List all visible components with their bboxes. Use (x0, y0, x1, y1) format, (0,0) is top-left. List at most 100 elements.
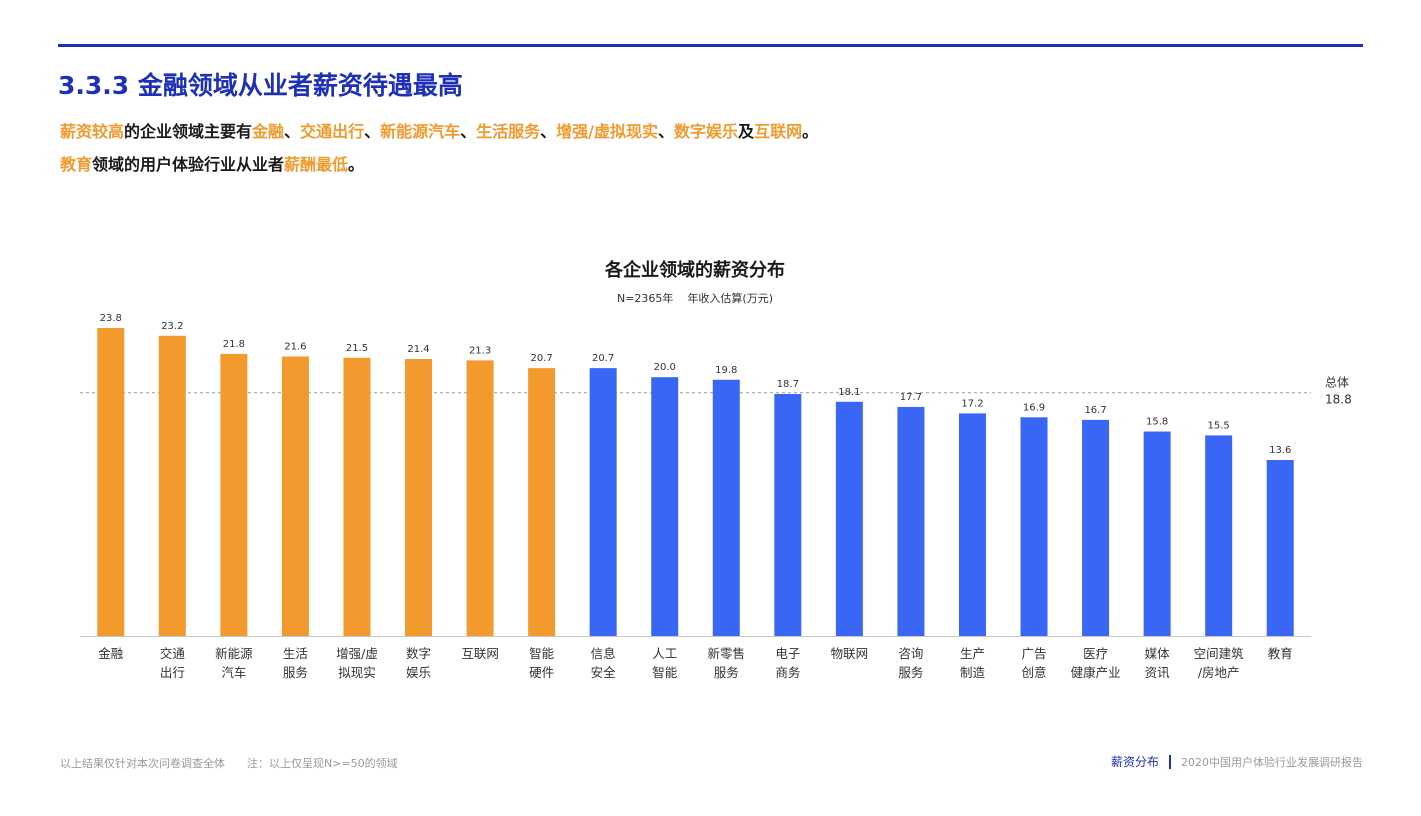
category-label-3-1: 服务 (283, 665, 308, 680)
bar-value-label-1: 23.2 (161, 321, 183, 332)
bar-value-label-4: 21.5 (346, 343, 368, 354)
bar-9 (651, 377, 679, 636)
bar-18 (1205, 435, 1233, 636)
summary-line2-seg-3: 。 (348, 155, 365, 174)
bar-19 (1266, 460, 1294, 636)
bar-value-label-13: 17.7 (900, 392, 922, 403)
category-label-15-0: 广告 (1022, 646, 1047, 661)
bar-13 (897, 406, 925, 636)
bar-15 (1020, 417, 1048, 636)
category-label-4-1: 拟现实 (338, 665, 376, 680)
bar-14 (958, 413, 986, 636)
category-label-14-0: 生产 (960, 646, 985, 661)
bar-1 (158, 335, 186, 636)
footer-separator (1169, 754, 1171, 769)
bar-6 (466, 360, 494, 636)
category-label-11-1: 商务 (775, 665, 800, 680)
summary-line2-seg-1: 领域的用户体验行业从业者 (92, 155, 285, 174)
bar-value-label-17: 15.8 (1146, 417, 1168, 428)
category-label-1-0: 交通 (160, 646, 186, 661)
category-label-3-0: 生活 (283, 646, 308, 661)
category-label-14-1: 制造 (960, 665, 986, 680)
footer-note-filter: 注：以上仅呈现N>=50的领域 (247, 757, 398, 770)
category-label-13-0: 咨询 (898, 646, 923, 661)
bar-value-label-0: 23.8 (100, 313, 122, 324)
category-label-13-1: 服务 (898, 665, 923, 680)
page-title: 3.3.3 金融领域从业者薪资待遇最高 (58, 71, 463, 100)
bar-value-label-15: 16.9 (1023, 402, 1045, 413)
category-label-5-1: 娱乐 (406, 665, 431, 680)
summary-line1-seg-3: 、 (284, 122, 301, 141)
bar-5 (405, 359, 433, 636)
category-label-1-1: 出行 (160, 665, 185, 680)
footer-note-scope: 以上结果仅针对本次问卷调查全体 (60, 757, 225, 770)
category-label-2-1: 汽车 (221, 665, 246, 680)
bar-value-label-5: 21.4 (407, 344, 429, 355)
summary-line1-seg-0: 薪资较高 (60, 122, 125, 141)
chart-subtitle: N=2365年 年收入估算(万元) (0, 290, 1390, 306)
overall-reference-value: 18.8 (1325, 393, 1352, 407)
category-label-2-0: 新能源 (215, 646, 253, 661)
summary-line1-seg-6: 新能源汽车 (380, 122, 461, 141)
category-label-16-1: 健康产业 (1071, 665, 1121, 680)
category-label-4-0: 增强/虚 (336, 646, 378, 661)
category-label-19-0: 教育 (1268, 646, 1293, 661)
summary-line1-seg-1: 的企业领域主要有 (124, 122, 253, 141)
bar-value-label-7: 20.7 (530, 353, 552, 364)
bar-10 (712, 379, 740, 636)
summary-line1-seg-9: 、 (540, 122, 557, 141)
category-label-5-0: 数字 (406, 646, 431, 661)
summary-line1-seg-13: 及 (738, 122, 755, 141)
bar-value-label-3: 21.6 (284, 341, 306, 352)
category-label-17-0: 媒体 (1145, 646, 1171, 661)
summary-line1-seg-10: 增强/虚拟现实 (556, 122, 659, 141)
category-label-10-1: 服务 (714, 665, 739, 680)
top-rule (58, 44, 1363, 47)
summary-line1-seg-15: 。 (802, 122, 819, 141)
category-label-0-0: 金融 (98, 646, 124, 661)
summary-line1-seg-8: 生活服务 (476, 122, 541, 141)
summary-line2-seg-2: 薪酬最低 (284, 155, 349, 174)
bar-value-label-16: 16.7 (1084, 405, 1106, 416)
bar-3 (281, 356, 309, 636)
summary-line1-seg-14: 互联网 (754, 122, 803, 141)
bar-value-label-2: 21.8 (223, 339, 245, 350)
chart-unit: 年收入估算(万元) (687, 292, 774, 305)
category-label-8-1: 安全 (591, 665, 617, 680)
footer-report-info: 薪资分布 2020中国用户体验行业发展调研报告 (1111, 753, 1363, 770)
category-label-8-0: 信息 (591, 646, 616, 661)
footer-section: 薪资分布 (1110, 755, 1159, 769)
bar-value-label-8: 20.7 (592, 353, 614, 364)
category-label-11-0: 电子 (775, 646, 800, 661)
overall-reference-label: 总体 (1325, 376, 1349, 390)
bar-value-label-12: 18.1 (838, 387, 860, 398)
bar-value-label-14: 17.2 (961, 398, 983, 409)
bar-value-label-18: 15.5 (1208, 420, 1230, 431)
category-label-17-1: 资讯 (1145, 665, 1171, 680)
chart-title: 各企业领域的薪资分布 (605, 260, 785, 281)
bar-2 (220, 353, 248, 636)
bar-11 (774, 394, 802, 636)
category-label-10-0: 新零售 (708, 646, 746, 661)
summary-line-1: 薪资较高的企业领域主要有金融、交通出行、新能源汽车、生活服务、增强/虚拟现实、数… (60, 118, 818, 142)
bar-16 (1082, 419, 1110, 636)
category-label-18-0: 空间建筑 (1194, 646, 1245, 661)
category-label-7-1: 硬件 (529, 665, 554, 680)
summary-line1-seg-5: 、 (364, 122, 381, 141)
summary-line-2: 教育领域的用户体验行业从业者薪酬最低。 (60, 151, 364, 175)
summary-line1-seg-2: 金融 (252, 122, 285, 141)
bar-value-label-9: 20.0 (654, 362, 676, 373)
bar-value-label-10: 19.8 (715, 365, 737, 376)
bar-17 (1143, 431, 1171, 636)
category-label-15-1: 创意 (1022, 665, 1047, 680)
summary-line1-seg-11: 、 (658, 122, 675, 141)
bar-12 (835, 401, 863, 636)
bar-value-label-6: 21.3 (469, 345, 491, 356)
summary-line1-seg-4: 交通出行 (300, 122, 365, 141)
summary-line1-seg-12: 数字娱乐 (674, 122, 739, 141)
category-label-7-0: 智能 (529, 646, 555, 661)
category-label-6-0: 互联网 (461, 646, 499, 661)
bar-0 (97, 328, 125, 636)
bar-value-label-19: 13.6 (1269, 445, 1291, 456)
